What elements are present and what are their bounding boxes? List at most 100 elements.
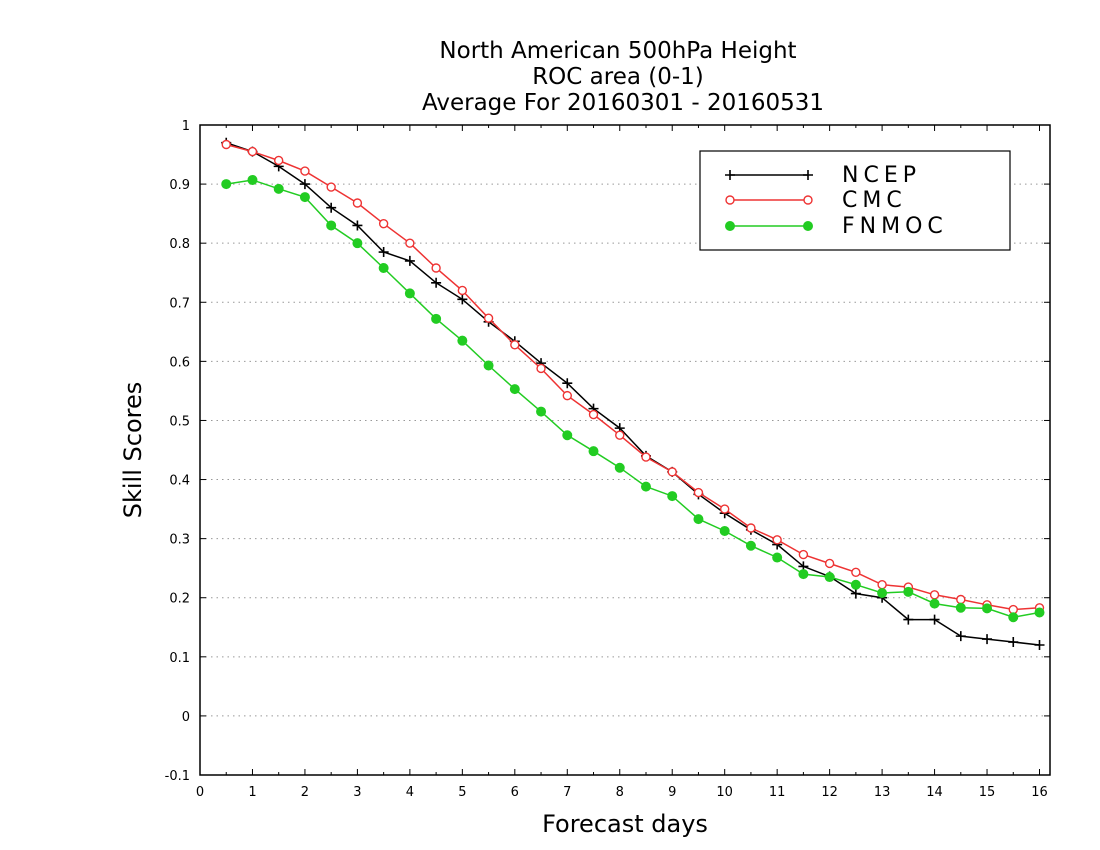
data-point-cmc bbox=[746, 523, 756, 533]
chart-title-line-2: ROC area (0-1) bbox=[532, 64, 704, 90]
data-point-fnmoc bbox=[1008, 612, 1019, 623]
y-axis-label: Skill Scores bbox=[119, 382, 147, 519]
chart-title-line-1: North American 500hPa Height bbox=[439, 38, 796, 64]
data-point-cmc bbox=[378, 218, 389, 229]
data-point-ncep bbox=[299, 179, 310, 190]
data-point-fnmoc bbox=[247, 174, 258, 185]
x-tick-label: 2 bbox=[301, 785, 309, 800]
data-point-fnmoc bbox=[431, 313, 442, 324]
legend-label-cmc: CMC bbox=[842, 188, 907, 213]
x-tick-label: 13 bbox=[874, 785, 891, 800]
y-tick-label: 0.1 bbox=[169, 651, 190, 666]
x-tick-label: 12 bbox=[821, 785, 838, 800]
y-tick-label: 0 bbox=[182, 710, 190, 725]
series-line-ncep bbox=[225, 141, 1040, 646]
x-tick-label: 14 bbox=[926, 785, 943, 800]
y-tick-label: 0.3 bbox=[169, 533, 190, 548]
data-point-fnmoc bbox=[457, 335, 468, 346]
y-tick-label: 0.8 bbox=[169, 237, 190, 252]
x-tick-label: 6 bbox=[511, 785, 519, 800]
data-point-ncep bbox=[982, 634, 993, 645]
data-point-ncep bbox=[955, 631, 966, 642]
data-point-fnmoc bbox=[719, 525, 730, 536]
data-point-ncep bbox=[404, 255, 415, 266]
x-tick-label: 0 bbox=[196, 785, 204, 800]
legend-marker-cmc bbox=[803, 195, 813, 205]
data-point-fnmoc bbox=[772, 552, 783, 563]
data-point-fnmoc bbox=[903, 586, 914, 597]
data-point-cmc bbox=[772, 535, 782, 545]
data-point-fnmoc bbox=[667, 491, 678, 502]
x-tick-label: 16 bbox=[1031, 785, 1048, 800]
data-point-cmc bbox=[588, 409, 599, 420]
y-tick-label: 0.7 bbox=[169, 296, 190, 311]
data-point-cmc bbox=[457, 285, 468, 296]
y-tick-label: 0.6 bbox=[169, 355, 190, 370]
data-point-cmc bbox=[719, 504, 730, 514]
data-point-cmc bbox=[326, 182, 336, 192]
data-point-cmc bbox=[615, 430, 625, 440]
data-point-ncep bbox=[1008, 637, 1019, 648]
legend-marker-fnmoc bbox=[803, 221, 813, 231]
legend-marker-cmc bbox=[725, 195, 735, 205]
data-point-cmc bbox=[824, 558, 835, 569]
data-point-fnmoc bbox=[536, 406, 547, 417]
x-tick-label: 7 bbox=[563, 785, 571, 800]
data-point-fnmoc bbox=[299, 192, 310, 203]
x-tick-label: 9 bbox=[668, 785, 676, 800]
data-point-cmc bbox=[693, 487, 704, 498]
data-point-cmc bbox=[274, 155, 284, 166]
data-point-cmc bbox=[221, 139, 231, 150]
data-point-ncep bbox=[1034, 640, 1045, 650]
x-axis-label: Forecast days bbox=[542, 810, 708, 838]
data-point-ncep bbox=[352, 220, 363, 231]
data-point-cmc bbox=[536, 363, 546, 374]
data-point-fnmoc bbox=[877, 588, 888, 598]
data-point-ncep bbox=[457, 294, 468, 305]
data-point-fnmoc bbox=[640, 481, 651, 492]
legend-marks bbox=[725, 170, 813, 231]
data-point-ncep bbox=[431, 277, 442, 288]
data-point-cmc bbox=[352, 198, 363, 208]
data-point-cmc bbox=[510, 340, 520, 350]
legend-marker-fnmoc bbox=[725, 221, 735, 231]
axis-ticks: 10.90.80.70.60.50.40.30.20.10-0.10 1 2 3 4 5 6… bbox=[165, 119, 1050, 800]
data-point-fnmoc bbox=[326, 220, 337, 231]
legend-marker-ncep bbox=[725, 170, 735, 180]
data-point-ncep bbox=[850, 588, 861, 599]
legend: NCEP CMC FNMOC bbox=[699, 150, 1011, 251]
data-point-cmc bbox=[851, 567, 861, 578]
grid-lines bbox=[200, 183, 1050, 717]
data-point-fnmoc bbox=[693, 514, 704, 525]
y-tick-label: 0.9 bbox=[169, 178, 190, 193]
data-point-cmc bbox=[877, 580, 887, 590]
data-point-fnmoc bbox=[509, 384, 520, 395]
data-point-cmc bbox=[956, 594, 966, 605]
series-lines bbox=[221, 137, 1045, 650]
data-point-fnmoc bbox=[378, 263, 389, 273]
data-point-ncep bbox=[903, 614, 914, 625]
data-point-cmc bbox=[431, 263, 441, 273]
data-point-fnmoc bbox=[824, 572, 835, 583]
data-point-ncep bbox=[378, 247, 389, 258]
data-point-ncep bbox=[326, 202, 337, 213]
y-tick-label: -0.1 bbox=[165, 769, 190, 784]
data-point-fnmoc bbox=[562, 430, 573, 441]
legend-marker-ncep bbox=[803, 170, 813, 180]
data-point-ncep bbox=[562, 378, 573, 389]
y-tick-label: 0.5 bbox=[169, 414, 190, 429]
plot-frame bbox=[199, 124, 1051, 776]
data-point-cmc bbox=[247, 146, 258, 157]
data-point-ncep bbox=[929, 614, 940, 625]
x-tick-label: 3 bbox=[353, 785, 361, 800]
data-point-fnmoc bbox=[352, 238, 363, 249]
data-point-cmc bbox=[667, 467, 677, 477]
data-point-fnmoc bbox=[404, 288, 415, 299]
data-point-cmc bbox=[300, 166, 310, 176]
data-point-fnmoc bbox=[588, 446, 599, 457]
x-tick-label: 15 bbox=[979, 785, 996, 800]
data-point-cmc bbox=[798, 549, 809, 560]
x-tick-label: 11 bbox=[769, 785, 786, 800]
x-tick-label: 8 bbox=[616, 785, 624, 800]
x-tick-label: 10 bbox=[716, 785, 733, 800]
